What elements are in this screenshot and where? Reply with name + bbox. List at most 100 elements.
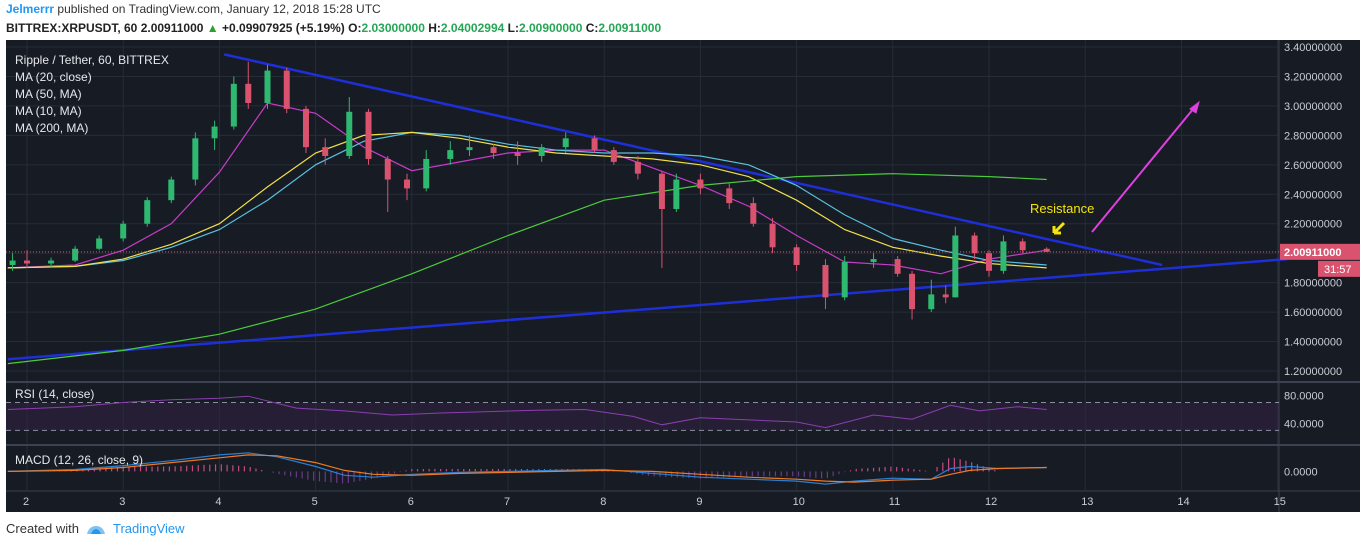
low-label: L:: [507, 21, 519, 35]
legend-indicator: MA (200, MA): [15, 121, 88, 135]
candle-body: [192, 138, 199, 180]
price-tick-label: 2.20000000: [1284, 219, 1342, 231]
candle: [322, 138, 329, 165]
candle: [673, 173, 680, 212]
candle-body: [514, 153, 521, 156]
candle: [952, 226, 959, 298]
candle: [514, 141, 521, 165]
candle: [1000, 235, 1007, 274]
price-tick-label: 3.20000000: [1284, 71, 1342, 83]
candle-body: [942, 294, 949, 298]
candle: [610, 147, 617, 165]
time-tick-label: 11: [889, 496, 900, 508]
price-tick-label: 1.60000000: [1284, 307, 1342, 319]
macd-tick-label: 0.0000: [1284, 466, 1318, 478]
created-with-label: Created with: [6, 521, 79, 536]
time-tick-label: 12: [985, 496, 997, 508]
candle-body: [365, 111, 372, 159]
candle: [697, 173, 704, 195]
legend-indicator: MA (10, MA): [15, 104, 82, 118]
symbol-header: BITTREX:XRPUSDT, 60 2.00911000 ▲ +0.0990…: [6, 19, 661, 37]
published-text: published on TradingView.com, January 12…: [57, 2, 381, 16]
candle: [72, 245, 79, 263]
candle-body: [144, 200, 151, 224]
candle-body: [986, 253, 992, 271]
legend-title: Ripple / Tether, 60, BITTREX: [15, 53, 169, 67]
time-tick-label: 4: [215, 496, 221, 508]
tradingview-link[interactable]: TradingView: [112, 521, 185, 536]
candle-body: [346, 111, 353, 156]
time-tick-label: 3: [119, 496, 125, 508]
rsi-tick-label: 40.0000: [1284, 418, 1324, 430]
candle-body: [120, 223, 127, 239]
candle-body: [466, 147, 473, 151]
price-change: +0.09907925 (+5.19%): [222, 21, 345, 35]
chart-panel[interactable]: Resistance 3.40000000 3.20000000 3.00000000…: [6, 40, 1360, 512]
candle-body: [562, 138, 569, 148]
candle: [894, 256, 901, 277]
candle: [870, 253, 877, 268]
legend-indicator: MA (20, close): [15, 70, 92, 84]
candle-body: [423, 158, 430, 189]
close-label: C:: [585, 21, 599, 35]
chart-svg[interactable]: Resistance 3.40000000 3.20000000 3.00000000…: [6, 40, 1360, 512]
last-price: 2.00911000: [140, 21, 204, 35]
candle-body: [264, 70, 271, 103]
candle-body: [403, 179, 410, 189]
footer: Created with TradingView: [6, 518, 185, 540]
candle: [230, 76, 237, 130]
projection-arrow-head-icon: [1189, 100, 1200, 114]
candle-body: [870, 259, 877, 263]
price-tick-label: 1.20000000: [1284, 366, 1342, 378]
price-badge-label: 2.00911000: [1284, 247, 1342, 259]
candle-body: [96, 238, 103, 249]
candle-body: [769, 223, 776, 248]
tradingview-logo-icon: [86, 526, 105, 534]
candle: [1043, 247, 1050, 252]
candle: [793, 244, 800, 271]
candle: [841, 256, 848, 301]
candle: [490, 144, 497, 159]
time-tick-label: 6: [408, 496, 414, 508]
up-arrow-icon: ▲: [206, 21, 219, 35]
candle-body: [841, 262, 848, 298]
price-tick-label: 3.40000000: [1284, 42, 1342, 54]
symbol-label: BITTREX:XRPUSDT, 60: [6, 21, 138, 35]
legend-indicator: MA (50, MA): [15, 87, 82, 101]
open-label: O:: [348, 21, 362, 35]
candle: [591, 135, 598, 154]
ma-line: [7, 173, 1047, 365]
candle-body: [673, 179, 680, 209]
candle-body: [1019, 241, 1026, 251]
open-value: 2.03000000: [361, 21, 425, 35]
candle-body: [230, 83, 237, 127]
time-tick-label: 5: [312, 496, 318, 508]
candle: [726, 182, 733, 209]
candle: [283, 67, 290, 114]
time-tick-label: 13: [1081, 496, 1093, 508]
candle: [986, 250, 992, 277]
candle: [48, 257, 55, 268]
trendline: [223, 53, 1163, 267]
rsi-line: [7, 395, 1047, 429]
candle-body: [24, 260, 30, 264]
ma-line: [7, 131, 1047, 269]
time-tick-label: 10: [793, 496, 805, 508]
macd-line: [7, 452, 1047, 485]
candle-body: [822, 264, 829, 298]
candle: [192, 132, 199, 186]
price-tick-label: 2.80000000: [1284, 130, 1342, 142]
candle: [96, 235, 103, 251]
low-value: 2.00900000: [518, 21, 583, 35]
macd-signal-line: [7, 454, 1047, 483]
candle: [750, 197, 757, 227]
candle: [447, 141, 454, 165]
candle: [466, 135, 473, 156]
author-link[interactable]: Jelmerrr: [6, 2, 55, 16]
candle: [264, 64, 271, 109]
high-value: 2.04002994: [440, 21, 505, 35]
candle: [423, 150, 430, 192]
candle-body: [750, 203, 757, 224]
candle: [1019, 238, 1026, 254]
resistance-annotation: Resistance: [1030, 201, 1094, 216]
